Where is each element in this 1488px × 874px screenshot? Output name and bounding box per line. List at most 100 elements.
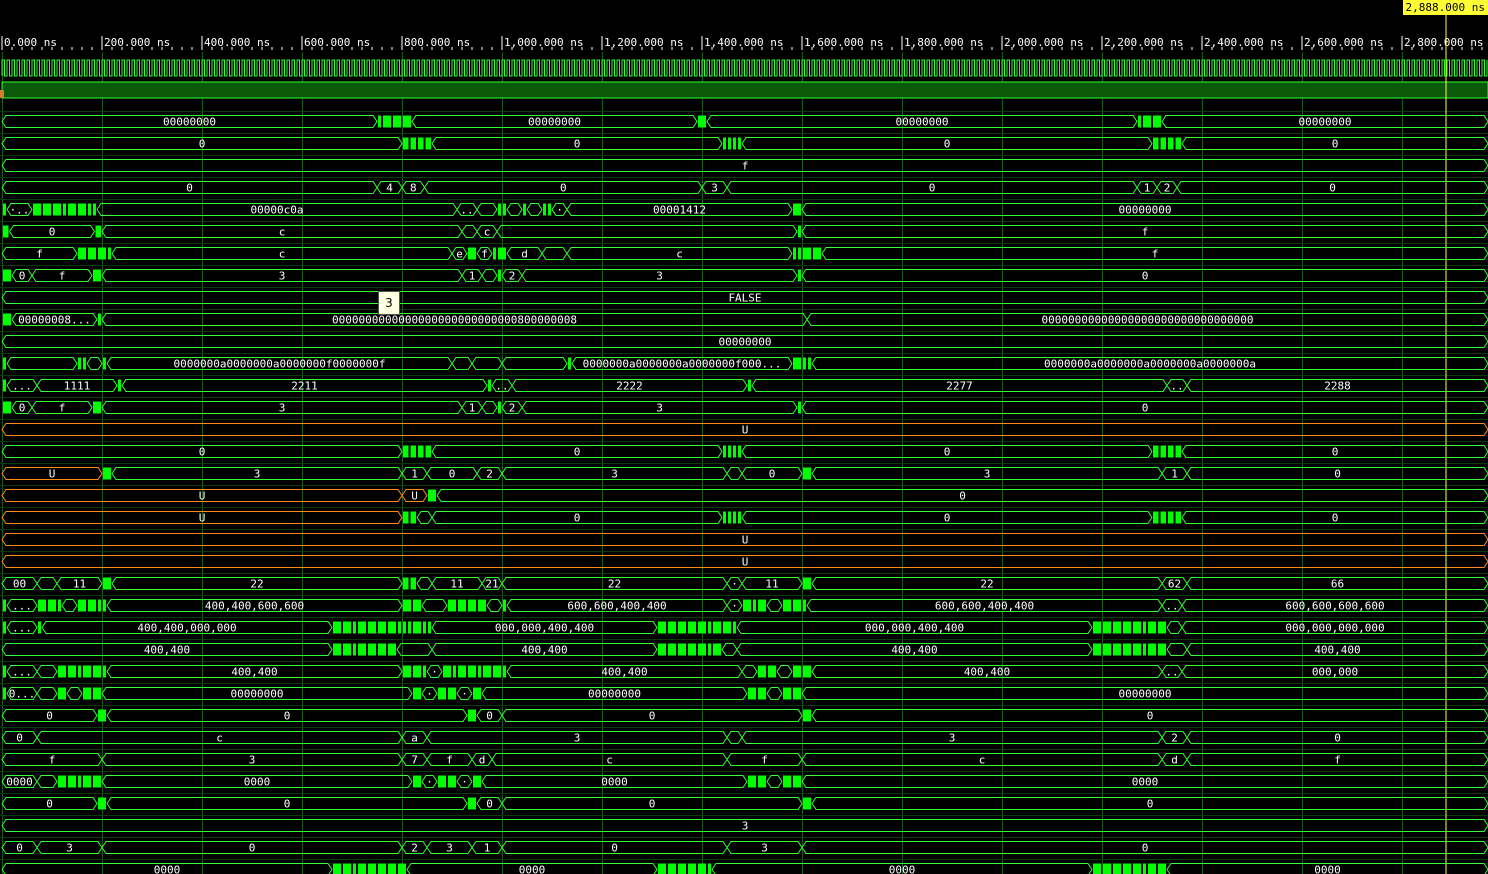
busy-segment [98, 797, 106, 810]
signal-value: d [479, 754, 486, 767]
busy-segment [708, 863, 711, 874]
busy-segment [803, 665, 811, 678]
busy-segment [793, 665, 801, 678]
signal-value: 400,400 [1314, 644, 1360, 657]
busy-segment [1153, 511, 1159, 524]
signal-value: c [216, 732, 223, 745]
signal-value: 0 [19, 270, 26, 283]
bus-segment [1181, 511, 1488, 524]
signal-value: 2 [411, 842, 418, 855]
busy-segment [698, 621, 706, 634]
busy-segment [368, 863, 376, 874]
busy-segment [1123, 643, 1131, 656]
signal-value: 0 [1147, 710, 1154, 723]
signal-value: 0 [649, 710, 656, 723]
busy-segment [523, 203, 526, 216]
busy-segment [498, 203, 501, 216]
signal-value: 2 [1171, 732, 1178, 745]
signal-value: 0 [186, 182, 193, 195]
busy-segment [38, 599, 46, 612]
signal-value: c [279, 226, 286, 239]
bus-segment [726, 467, 743, 480]
signal-value: 1 [469, 270, 476, 283]
bus-segment [501, 709, 803, 722]
signal-value: f [59, 402, 66, 415]
bus-segment [711, 863, 1093, 874]
busy-segment [758, 687, 766, 700]
bus-segment [706, 115, 1138, 128]
signal-value: ... [12, 600, 32, 613]
bus-segment [481, 269, 498, 282]
busy-segment [398, 621, 401, 634]
busy-segment [783, 775, 791, 788]
bus-segment [486, 599, 503, 612]
busy-segment [388, 643, 396, 656]
busy-segment [393, 115, 401, 128]
signal-value: 00000000 [1299, 116, 1352, 129]
signal-value: 0 [46, 710, 53, 723]
bus-segment [811, 797, 1488, 810]
busy-segment [3, 665, 6, 678]
busy-segment [783, 599, 791, 612]
busy-segment [798, 225, 801, 238]
bus-segment [8, 225, 96, 238]
busy-segment [813, 247, 821, 260]
busy-segment [458, 665, 466, 678]
busy-segment [68, 775, 76, 788]
bus-segment [721, 643, 738, 656]
busy-segment [793, 775, 801, 788]
bus-segment [766, 687, 783, 700]
signal-value: 0 [49, 226, 56, 239]
bus-segment [66, 687, 83, 700]
busy-segment [358, 643, 366, 656]
signal-value: 00000000 [163, 116, 216, 129]
busy-segment [798, 269, 801, 282]
busy-segment [698, 863, 706, 874]
busy-segment [793, 599, 801, 612]
signal-value: 2288 [1324, 380, 1351, 393]
busy-segment [103, 577, 111, 590]
busy-segment [378, 863, 386, 874]
busy-segment [418, 137, 424, 150]
busy-segment [738, 511, 741, 524]
ruler-tick-label: 400.000 ns [204, 36, 270, 49]
bus-segment [1186, 379, 1488, 392]
busy-segment [448, 599, 456, 612]
bus-segment [801, 203, 1488, 216]
bus-segment [806, 313, 1488, 326]
bus-segment [1161, 115, 1488, 128]
signal-value: ·.. [10, 204, 30, 217]
signal-value: 400,400 [601, 666, 647, 679]
busy-segment [708, 643, 711, 656]
busy-segment [733, 511, 736, 524]
busy-segment [48, 599, 56, 612]
busy-segment [728, 511, 731, 524]
busy-segment [98, 599, 101, 612]
busy-segment [1103, 643, 1111, 656]
signal-value: 2277 [946, 380, 973, 393]
bus-segment [421, 775, 438, 788]
signal-value: 0 [199, 446, 206, 459]
signal-value: 0 [284, 798, 291, 811]
signal-value: f [761, 754, 768, 767]
signal-value: 0 [1332, 138, 1339, 151]
busy-segment [83, 357, 86, 370]
busy-segment [478, 665, 481, 678]
signal-value: 0000 [154, 864, 181, 874]
busy-segment [493, 665, 501, 678]
signal-value: 0 [1142, 270, 1149, 283]
signal-value: 00000000 [588, 688, 641, 701]
signal-value: U [199, 490, 206, 503]
cursor-time-label: 2,888.000 ns [1402, 0, 1488, 15]
busy-segment [1123, 863, 1131, 874]
ruler-tick-label: 1,800.000 ns [904, 36, 983, 49]
signal-value: 0 [560, 182, 567, 195]
signal-value: U [742, 534, 749, 547]
busy-segment [793, 247, 796, 260]
signal-value: c [979, 754, 986, 767]
busy-segment [1153, 445, 1159, 458]
signal-value: 0 [1334, 468, 1341, 481]
busy-segment [493, 247, 496, 260]
